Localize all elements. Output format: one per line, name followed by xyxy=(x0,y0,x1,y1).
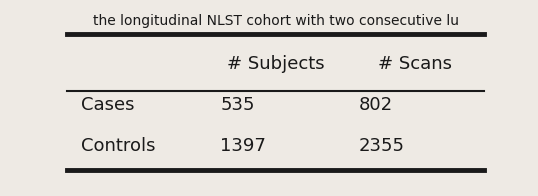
Text: the longitudinal NLST cohort with two consecutive lu: the longitudinal NLST cohort with two co… xyxy=(93,14,459,28)
